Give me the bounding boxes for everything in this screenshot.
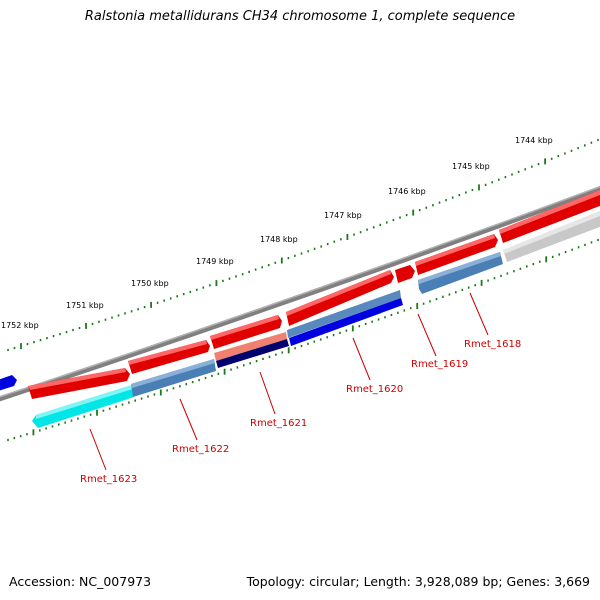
- genome-summary-text: Topology: circular; Length: 3,928,089 bp…: [246, 574, 590, 589]
- gene-forward-arrow: [128, 340, 207, 365]
- gene-label-rmet-1620: Rmet_1620: [346, 384, 403, 395]
- gene-rmet-1621-lower[interactable]: [216, 339, 289, 368]
- scale-label-1746: 1746 kbp: [388, 187, 426, 196]
- gene-forward-arrow: [28, 368, 126, 390]
- scale-label-1752: 1752 kbp: [1, 321, 39, 330]
- gene-rmet-1620-lower[interactable]: [289, 298, 403, 346]
- gene-forward-arrow: [286, 270, 391, 316]
- scale-label-1747: 1747 kbp: [324, 211, 362, 220]
- gene-label-rmet-1623: Rmet_1623: [80, 474, 137, 485]
- forward-strand-genes: [28, 189, 600, 399]
- scale-label-1750: 1750 kbp: [131, 279, 169, 288]
- gene-label-rmet-1618: Rmet_1618: [464, 339, 521, 350]
- gene-forward-arrow: [415, 234, 495, 266]
- scale-label-1748: 1748 kbp: [260, 235, 298, 244]
- gene-forward-arrow[interactable]: [395, 265, 415, 283]
- reverse-strand-genes: [0, 211, 600, 428]
- gene-partial-left[interactable]: [0, 375, 17, 392]
- scale-label-1744: 1744 kbp: [515, 136, 553, 145]
- gene-label-rmet-1622: Rmet_1622: [172, 444, 229, 455]
- outer-scale-ticks: [7, 138, 599, 352]
- gene-labels: Rmet_1623 Rmet_1622 Rmet_1621 Rmet_1620 …: [80, 339, 521, 485]
- scale-label-1749: 1749 kbp: [196, 257, 234, 266]
- gene-forward-arrow[interactable]: [286, 270, 394, 326]
- inner-scale-ticks: [7, 238, 599, 442]
- gene-rmet-1620[interactable]: [287, 290, 401, 338]
- gene-label-rmet-1621: Rmet_1621: [250, 418, 307, 429]
- backbone-line: [0, 186, 600, 402]
- gene-forward-arrow: [499, 189, 600, 234]
- outer-scale-labels: 1752 kbp 1751 kbp 1750 kbp 1749 kbp 1748…: [1, 136, 553, 330]
- accession-text: Accession: NC_007973: [9, 574, 152, 589]
- map-title: Ralstonia metallidurans CH34 chromosome …: [84, 9, 516, 24]
- scale-label-1751: 1751 kbp: [66, 301, 104, 310]
- scale-label-1745: 1745 kbp: [452, 162, 490, 171]
- gene-forward-arrow: [210, 315, 279, 340]
- gene-rmet-1621[interactable]: [214, 332, 287, 361]
- gene-label-lines: [89, 292, 489, 471]
- gene-label-rmet-1619: Rmet_1619: [411, 359, 468, 370]
